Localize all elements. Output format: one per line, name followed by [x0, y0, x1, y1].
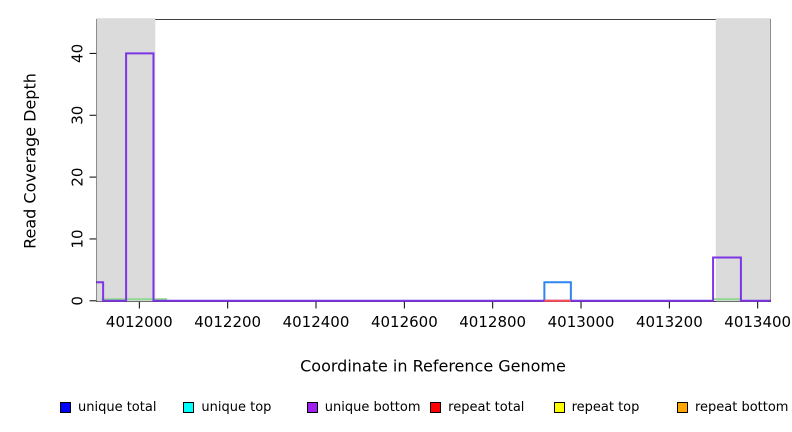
legend-item-unique-top: unique top [183, 400, 306, 415]
series-unique-total [543, 281, 572, 301]
legend-item-repeat-total: repeat total [430, 400, 553, 415]
legend-swatch-icon [60, 401, 71, 413]
plot-frame [96, 19, 771, 302]
legend-swatch-icon [183, 401, 195, 413]
legend-label: unique total [78, 399, 157, 415]
legend-label: repeat top [571, 399, 640, 415]
x-tick-label: 4012200 [194, 313, 261, 331]
x-axis-title: Coordinate in Reference Genome [300, 356, 566, 376]
legend-label: repeat bottom [694, 399, 789, 415]
legend-label: unique bottom [324, 399, 421, 415]
y-tick-label: 20 [69, 168, 87, 187]
x-tick-label: 4013400 [724, 313, 791, 331]
x-tick-label: 4013200 [636, 313, 703, 331]
legend-item-repeat-top: repeat top [553, 399, 677, 415]
legend-swatch-icon [430, 401, 442, 413]
y-tick-label: 30 [69, 106, 87, 125]
legend-label: repeat total [448, 399, 525, 415]
x-tick-label: 4012400 [283, 313, 350, 331]
x-tick-label: 4012000 [106, 313, 173, 331]
y-tick-label: 0 [69, 296, 87, 306]
y-tick-label: 10 [69, 229, 87, 248]
x-tick-label: 4012600 [371, 313, 438, 331]
legend-label: unique top [201, 399, 272, 415]
x-tick-label: 4012800 [459, 313, 526, 331]
legend-item-unique-bottom: unique bottom [306, 399, 430, 415]
legend-item-repeat-bottom: repeat bottom [676, 399, 792, 415]
shaded-region [715, 18, 771, 302]
legend: unique total unique top unique bottom repea… [60, 396, 792, 418]
legend-swatch-icon [553, 401, 565, 413]
y-tick-label: 40 [69, 44, 87, 63]
legend-item-unique-total: unique total [60, 400, 183, 415]
y-axis-title: Read Coverage Depth [20, 73, 40, 249]
x-tick-label: 4013000 [548, 313, 615, 331]
legend-swatch-icon [306, 401, 318, 413]
series-unique-bottom [96, 52, 771, 302]
legend-swatch-icon [676, 401, 688, 413]
